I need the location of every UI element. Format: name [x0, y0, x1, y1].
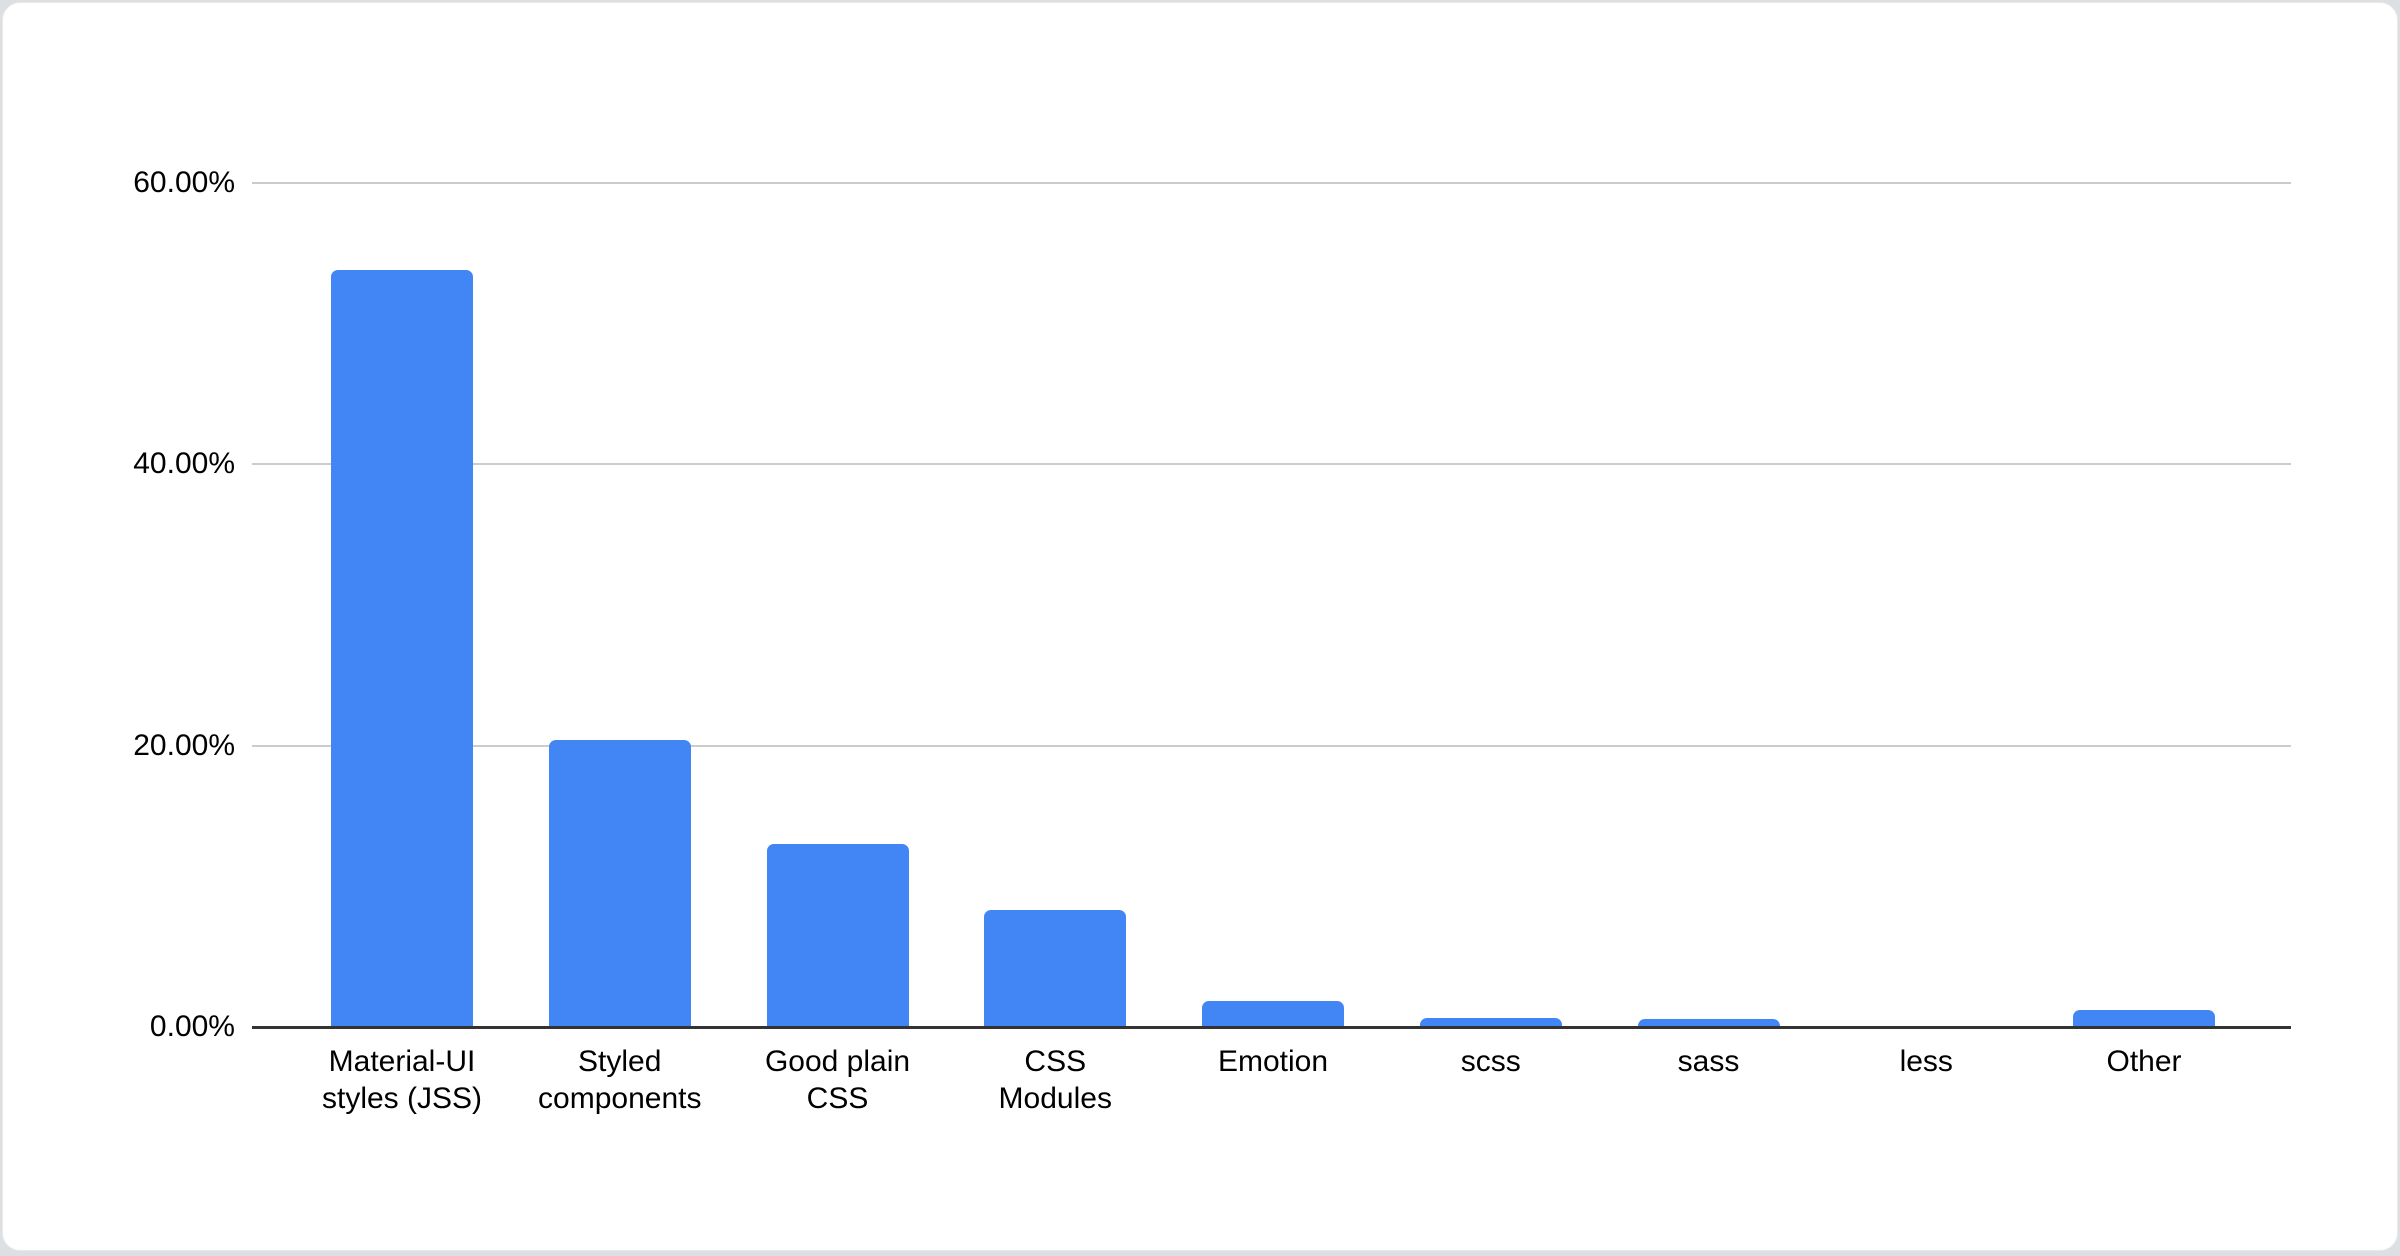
x-axis-label-good-plain-css: Good plain CSS: [764, 1045, 911, 1115]
x-axis-line: [252, 1026, 2291, 1029]
x-axis-label-emotion: Emotion: [1217, 1045, 1329, 1078]
y-axis-labels: 0.00% 20.00% 40.00% 60.00%: [3, 3, 235, 1256]
x-axis-label-scss: scss: [1460, 1045, 1521, 1078]
bar-chart: Material-UI styles (JSS) Styled component…: [252, 3, 2291, 1256]
x-axis-label-css-modules: CSS Modules: [998, 1045, 1112, 1115]
x-axis-label-less: less: [1899, 1045, 1953, 1078]
gridline-40: [252, 463, 2291, 466]
gridline-60: [252, 182, 2291, 184]
y-tick-label: 60.00%: [133, 166, 235, 199]
bar-scss: [1419, 1018, 1562, 1027]
x-axis-label-other: Other: [2106, 1045, 2182, 1078]
gridline-20: [252, 744, 2291, 747]
bar-emotion: [1202, 1000, 1344, 1027]
y-tick-label: 40.00%: [133, 447, 235, 481]
y-tick-label: 20.00%: [133, 728, 235, 762]
y-tick-label: 0.00%: [149, 1010, 235, 1043]
bar-material-ui-styles-jss-: [331, 269, 473, 1027]
bar-good-plain-css: [766, 843, 909, 1027]
x-axis-label-sass: sass: [1677, 1045, 1740, 1078]
bar-css-modules: [984, 910, 1127, 1027]
x-axis-label-styled-components: Styled components: [538, 1045, 702, 1115]
x-axis-label-material-ui-styles-jss-: Material-UI styles (JSS): [321, 1045, 483, 1115]
bar-styled-components: [548, 739, 691, 1027]
bar-sass: [1637, 1018, 1780, 1027]
bar-other: [2073, 1010, 2215, 1027]
